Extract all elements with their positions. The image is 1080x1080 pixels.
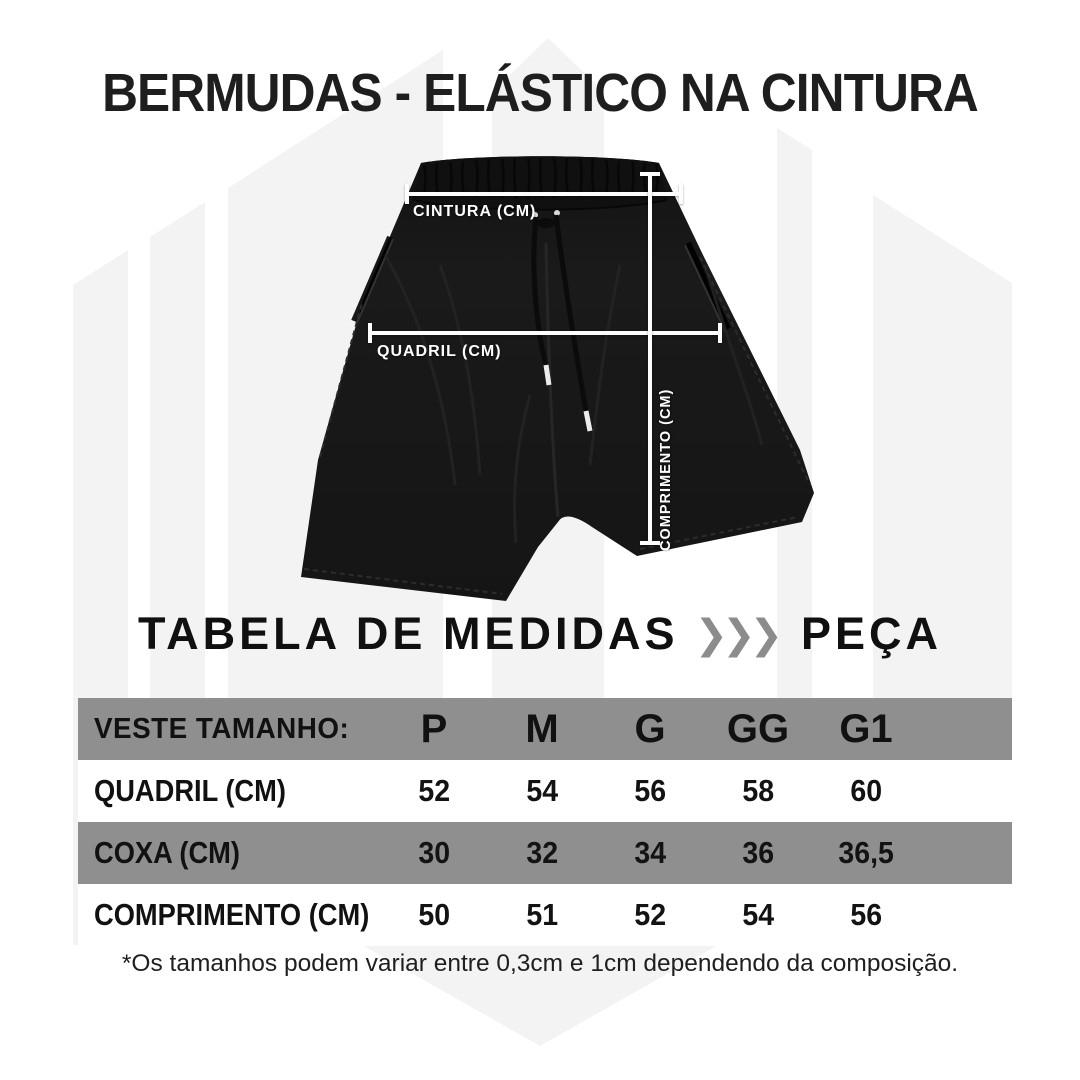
cell-value: 54 — [742, 897, 774, 932]
size-col-gg: GG — [726, 706, 790, 751]
size-col-m: M — [525, 706, 559, 751]
row-label: QUADRIL (CM) — [94, 773, 286, 808]
cell-value: 52 — [634, 897, 666, 932]
drawstring-aglet — [543, 364, 552, 386]
size-table: VESTE TAMANHO: P M G GG G1 QUADRIL (CM) … — [78, 698, 1012, 946]
table-heading: TABELA DE MEDIDAS ❯❯❯ PEÇA — [0, 608, 1080, 660]
drawstring — [531, 210, 593, 432]
shorts-body — [301, 156, 814, 601]
hip-measure-line — [368, 323, 722, 343]
size-col-g1: G1 — [839, 706, 893, 751]
header-label: VESTE TAMANHO: — [94, 712, 350, 745]
table-heading-right: PEÇA — [801, 608, 943, 659]
size-table-header-row: VESTE TAMANHO: P M G GG G1 — [78, 698, 1012, 760]
cell-value: 30 — [418, 835, 450, 870]
triple-chevron-icon: ❯❯❯ — [694, 613, 783, 657]
table-row-coxa: COXA (CM) 30 32 34 36 36,5 — [78, 822, 1012, 884]
cell-value: 52 — [418, 773, 450, 808]
hem-stitching — [303, 256, 811, 595]
length-measure-line — [640, 172, 660, 545]
cell-value: 34 — [634, 835, 666, 870]
drawstring-aglet — [583, 410, 593, 432]
cell-value: 50 — [418, 897, 450, 932]
row-label: COXA (CM) — [94, 835, 240, 870]
cell-value: 54 — [526, 773, 558, 808]
waist-measure-label: CINTURA (CM) — [413, 203, 537, 220]
footnote: *Os tamanhos podem variar entre 0,3cm e … — [121, 950, 959, 977]
page-title: BERMUDAS - ELÁSTICO NA CINTURA — [0, 62, 1080, 124]
cell-value: 56 — [634, 773, 666, 808]
fabric-wrinkles — [383, 254, 764, 544]
cell-value: 60 — [850, 773, 882, 808]
table-heading-left: TABELA DE MEDIDAS — [137, 608, 679, 659]
size-col-g: G — [634, 706, 666, 751]
cell-value: 32 — [526, 835, 558, 870]
cell-value: 58 — [742, 773, 774, 808]
row-label: COMPRIMENTO (CM) — [94, 897, 370, 932]
waist-measure-line — [405, 184, 683, 204]
shorts-illustration — [301, 156, 814, 601]
cell-value: 56 — [850, 897, 882, 932]
table-row-comprimento: COMPRIMENTO (CM) 50 51 52 54 56 — [78, 884, 1012, 946]
cell-value: 36 — [742, 835, 774, 870]
waistband-ruching — [422, 157, 659, 199]
hip-measure-label: QUADRIL (CM) — [377, 343, 502, 360]
length-measure-label: COMPRIMENTO (CM) — [658, 388, 674, 551]
table-row-quadril: QUADRIL (CM) 52 54 56 58 60 — [78, 760, 1012, 822]
cell-value: 51 — [526, 897, 558, 932]
size-col-p: P — [420, 706, 448, 751]
page-title-text: BERMUDAS - ELÁSTICO NA CINTURA — [102, 63, 979, 123]
shorts-photo — [290, 145, 880, 615]
fly-seam — [544, 242, 560, 518]
cell-value: 36,5 — [838, 835, 894, 870]
